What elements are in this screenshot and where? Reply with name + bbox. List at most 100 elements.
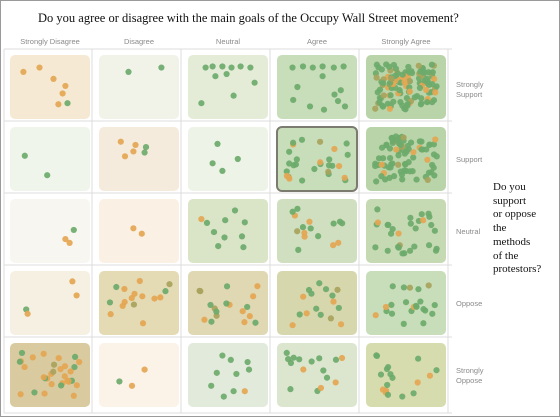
data-point (316, 138, 324, 145)
data-point (387, 230, 395, 237)
data-point (230, 388, 237, 395)
data-point (326, 156, 333, 163)
data-point (406, 284, 414, 291)
data-point (71, 363, 78, 371)
data-point (420, 306, 427, 313)
data-point (66, 239, 73, 246)
cell-0-2[interactable] (188, 55, 268, 119)
data-point (237, 63, 244, 70)
data-point (286, 160, 293, 167)
data-point (407, 220, 414, 227)
data-point (417, 298, 424, 305)
data-point (410, 154, 417, 161)
data-point (130, 301, 138, 308)
data-point (73, 292, 80, 299)
cell-0-0[interactable] (10, 55, 90, 119)
cell-3-3[interactable] (277, 271, 357, 335)
data-point (132, 141, 139, 149)
data-point (138, 230, 145, 237)
data-point (380, 80, 387, 87)
data-point (425, 242, 433, 249)
column-label-strongly-disagree: Strongly Disagree (20, 37, 80, 46)
data-point (202, 64, 209, 71)
data-point (121, 285, 128, 293)
data-point (402, 299, 410, 306)
data-point (55, 354, 62, 362)
data-point (24, 310, 31, 317)
data-point (29, 354, 36, 361)
row-label-line: Strongly (456, 80, 484, 89)
data-point (424, 99, 431, 106)
data-point (219, 167, 226, 174)
cell-3-0[interactable] (10, 271, 90, 335)
data-point (341, 103, 349, 110)
data-point (429, 310, 436, 317)
cell-2-0[interactable] (10, 199, 90, 263)
data-point (294, 83, 301, 91)
data-point (142, 144, 150, 151)
cell-1-2[interactable] (188, 127, 268, 191)
cell-2-1[interactable] (99, 199, 179, 263)
cell-2-2[interactable] (188, 199, 268, 263)
data-point (130, 225, 137, 232)
data-point (64, 100, 71, 107)
cell-4-1[interactable] (99, 343, 179, 407)
data-point (373, 352, 381, 360)
data-point (414, 379, 421, 386)
data-point (429, 69, 436, 76)
data-point (139, 293, 146, 300)
cell-4-2[interactable] (188, 343, 268, 407)
data-point (340, 63, 347, 70)
data-point (384, 381, 391, 389)
data-point (413, 176, 420, 183)
data-point (426, 372, 434, 379)
data-point (212, 73, 219, 80)
data-point (283, 172, 291, 180)
data-point (121, 153, 129, 160)
row-label-line: Oppose (456, 299, 483, 308)
row-label-line: Support (456, 155, 483, 164)
data-point (289, 208, 296, 215)
data-point (317, 159, 324, 166)
cell-0-1[interactable] (99, 55, 179, 119)
data-point (58, 382, 65, 389)
data-point (322, 286, 330, 293)
data-point (433, 367, 440, 374)
data-point (117, 138, 124, 145)
data-point (308, 358, 315, 365)
data-point (378, 144, 386, 151)
data-point (390, 98, 397, 105)
data-point (404, 100, 411, 108)
cell-1-1[interactable] (99, 127, 179, 191)
data-point (209, 160, 216, 167)
data-point (69, 278, 76, 285)
cell-1-0[interactable] (10, 127, 90, 191)
data-point (44, 172, 51, 179)
column-label-neutral: Neutral (215, 37, 241, 46)
data-point (67, 368, 74, 375)
data-point (223, 283, 231, 290)
data-point (65, 377, 72, 385)
data-point (432, 247, 440, 254)
data-point (430, 141, 438, 148)
data-point (415, 286, 422, 293)
data-point (36, 64, 43, 71)
data-point (203, 219, 211, 226)
data-point (383, 365, 391, 373)
data-point (293, 156, 300, 163)
data-point (388, 301, 395, 309)
cell-2-3[interactable] (277, 199, 357, 263)
data-point (329, 162, 336, 169)
data-point (387, 92, 394, 99)
data-point (309, 64, 316, 71)
cell-1-3[interactable] (276, 126, 358, 192)
data-point (428, 61, 435, 68)
data-point (401, 78, 408, 86)
data-point (420, 320, 427, 327)
data-point (59, 90, 66, 97)
data-point (337, 87, 344, 94)
data-point (373, 74, 380, 81)
chart-title: Do you agree or disagree with the main g… (38, 11, 459, 25)
row-label-strongly-support: Strongly Support (456, 80, 496, 100)
data-point (378, 161, 385, 168)
